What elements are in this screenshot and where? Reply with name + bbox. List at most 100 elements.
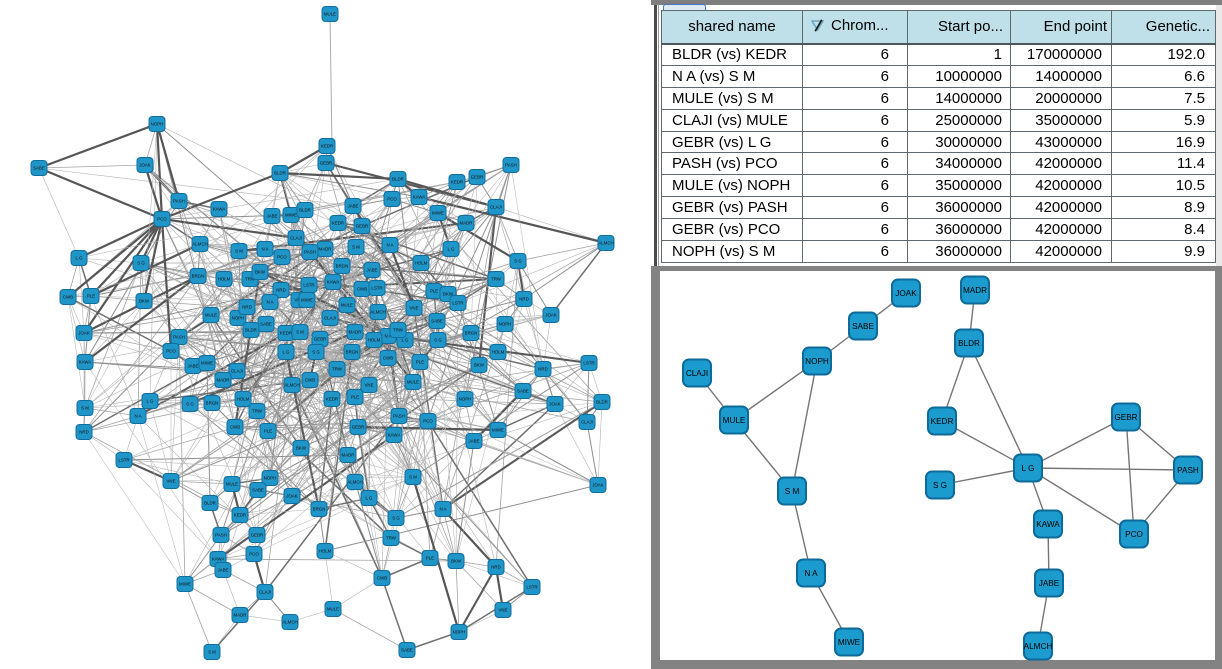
svg-text:S M: S M	[235, 249, 243, 254]
svg-text:PLE: PLE	[416, 360, 424, 365]
svg-text:CWB: CWB	[63, 295, 73, 300]
svg-text:S G: S G	[186, 402, 194, 407]
svg-text:NRD: NRD	[79, 430, 89, 435]
svg-text:N A: N A	[384, 334, 391, 339]
svg-text:BLDR: BLDR	[958, 339, 980, 348]
svg-text:LSTR: LSTR	[118, 458, 129, 463]
svg-text:PCO: PCO	[1125, 530, 1143, 539]
svg-text:L G: L G	[147, 399, 154, 404]
svg-text:MULE: MULE	[205, 313, 217, 318]
svg-text:GEBR: GEBR	[356, 224, 368, 229]
svg-text:PASH: PASH	[173, 335, 185, 340]
svg-text:CLAJI: CLAJI	[259, 590, 271, 595]
svg-text:JABE: JABE	[367, 268, 378, 273]
svg-text:GEBR: GEBR	[1114, 413, 1137, 422]
svg-text:NOPH: NOPH	[232, 316, 245, 321]
svg-text:GEBR: GEBR	[320, 161, 332, 166]
svg-text:NRD: NRD	[491, 565, 501, 570]
svg-text:PCO: PCO	[423, 419, 433, 424]
svg-text:JOAK: JOAK	[545, 313, 557, 318]
svg-text:KAWA: KAWA	[413, 195, 426, 200]
svg-text:CWB: CWB	[377, 576, 387, 581]
svg-text:S G: S G	[933, 481, 947, 490]
svg-text:NOPH: NOPH	[264, 476, 277, 481]
svg-text:L G: L G	[76, 256, 83, 261]
svg-text:ALMCH: ALMCH	[1024, 642, 1053, 651]
svg-text:BRGN: BRGN	[192, 274, 205, 279]
svg-text:LSTR: LSTR	[371, 286, 382, 291]
svg-text:NRD: NRD	[538, 367, 548, 372]
svg-text:BLDR: BLDR	[299, 208, 311, 213]
svg-text:VNE: VNE	[409, 306, 418, 311]
svg-text:L G: L G	[1022, 464, 1035, 473]
svg-text:SABE: SABE	[401, 648, 413, 653]
svg-text:CLAJI: CLAJI	[581, 420, 593, 425]
svg-text:PASH: PASH	[1177, 466, 1199, 475]
svg-text:MULE: MULE	[327, 607, 339, 612]
svg-text:JABE: JABE	[469, 439, 480, 444]
svg-text:NRD: NRD	[519, 297, 529, 302]
svg-text:BLDR: BLDR	[245, 328, 257, 333]
svg-text:ALMCH: ALMCH	[192, 242, 207, 247]
svg-text:MULE: MULE	[407, 380, 419, 385]
svg-text:N A: N A	[134, 414, 141, 419]
svg-text:BRGN: BRGN	[465, 331, 478, 336]
svg-text:LSTR: LSTR	[583, 361, 594, 366]
svg-text:VNE: VNE	[166, 479, 175, 484]
svg-text:PLE: PLE	[430, 289, 438, 294]
svg-text:CWB: CWB	[357, 287, 367, 292]
svg-text:S M: S M	[296, 330, 304, 335]
svg-text:NOPH: NOPH	[499, 322, 512, 327]
svg-text:NRD: NRD	[242, 305, 252, 310]
svg-text:JABE: JABE	[1039, 579, 1060, 588]
svg-text:JABE: JABE	[348, 204, 359, 209]
svg-text:PASH: PASH	[304, 250, 316, 255]
svg-text:KEDR: KEDR	[321, 144, 333, 149]
svg-text:PLE: PLE	[351, 395, 359, 400]
svg-text:SABE: SABE	[852, 322, 874, 331]
svg-text:HOLM: HOLM	[415, 261, 428, 266]
svg-text:CWB: CWB	[230, 425, 240, 430]
svg-text:PASH: PASH	[215, 533, 227, 538]
svg-text:PLE: PLE	[426, 556, 434, 561]
svg-text:MIWE: MIWE	[838, 638, 861, 647]
svg-text:MIWE: MIWE	[285, 213, 297, 218]
svg-text:PCO: PCO	[157, 217, 167, 222]
svg-text:KEDR: KEDR	[451, 180, 463, 185]
svg-text:N A: N A	[804, 569, 818, 578]
svg-text:S G: S G	[434, 338, 442, 343]
svg-text:BLDR: BLDR	[392, 177, 404, 182]
svg-text:MADR: MADR	[460, 221, 473, 226]
svg-text:HOLM: HOLM	[492, 350, 505, 355]
svg-text:SABE: SABE	[517, 389, 529, 394]
svg-text:GEBR: GEBR	[471, 175, 483, 180]
svg-text:MULE: MULE	[723, 416, 746, 425]
svg-text:TRW: TRW	[491, 277, 502, 282]
svg-text:MIWE: MIWE	[301, 298, 313, 303]
svg-text:TRW: TRW	[332, 367, 343, 372]
svg-text:TRW: TRW	[245, 277, 256, 282]
svg-text:BKW: BKW	[474, 363, 485, 368]
svg-text:LSTR: LSTR	[526, 585, 537, 590]
svg-text:MADR: MADR	[963, 286, 987, 295]
svg-text:PLE: PLE	[264, 429, 272, 434]
svg-text:TRW: TRW	[252, 409, 263, 414]
svg-text:JABE: JABE	[218, 568, 229, 573]
svg-text:JOAK: JOAK	[592, 483, 604, 488]
svg-text:NRD: NRD	[276, 288, 286, 293]
svg-text:HOLM: HOLM	[319, 549, 332, 554]
svg-text:N A: N A	[261, 247, 268, 252]
svg-text:LSTR: LSTR	[452, 301, 463, 306]
svg-text:BKW: BKW	[296, 446, 307, 451]
svg-text:N A: N A	[386, 243, 393, 248]
svg-text:MADR: MADR	[342, 453, 355, 458]
svg-text:SABE: SABE	[252, 488, 264, 493]
svg-text:VNE: VNE	[498, 608, 507, 613]
svg-text:L G: L G	[402, 338, 409, 343]
svg-text:PCO: PCO	[166, 349, 176, 354]
svg-text:BLDR: BLDR	[204, 501, 216, 506]
svg-text:JOAK: JOAK	[549, 402, 561, 407]
svg-text:BLDR: BLDR	[274, 171, 286, 176]
svg-text:NOPH: NOPH	[805, 357, 829, 366]
svg-text:PLE: PLE	[87, 294, 95, 299]
